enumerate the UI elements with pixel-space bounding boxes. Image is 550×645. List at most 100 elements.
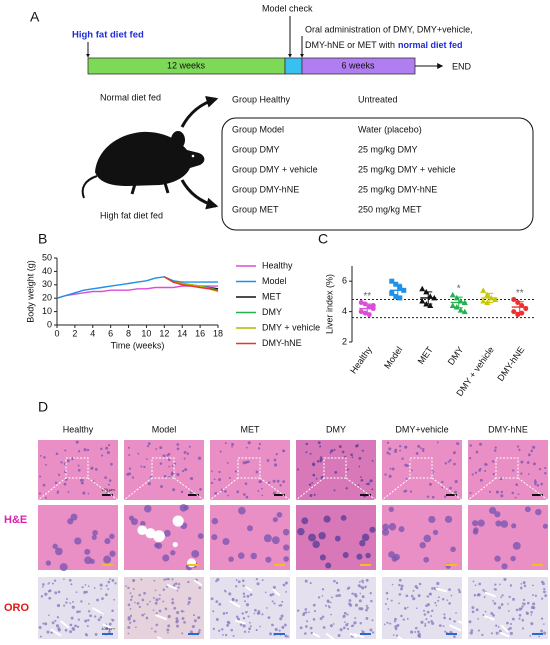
nucleus: [105, 584, 108, 587]
nucleus: [235, 585, 238, 588]
nucleus: [85, 590, 88, 594]
nucleus: [94, 632, 98, 636]
nucleus: [153, 579, 156, 582]
nucleus: [140, 578, 143, 581]
nucleus: [51, 621, 55, 625]
nucleus: [127, 446, 130, 449]
nucleus: [191, 549, 200, 558]
nucleus: [127, 632, 130, 635]
nucleus: [228, 592, 232, 596]
nucleus: [388, 551, 395, 558]
nucleus: [366, 606, 369, 610]
nucleus: [90, 466, 94, 470]
nucleus: [301, 517, 309, 525]
nucleus: [106, 450, 110, 455]
vessel: [500, 624, 510, 633]
nucleus: [431, 495, 435, 499]
nucleus: [452, 451, 456, 455]
nucleus: [441, 480, 444, 484]
nucleus: [315, 477, 318, 480]
nucleus: [381, 528, 390, 536]
nucleus: [78, 610, 81, 613]
nucleus: [75, 591, 78, 593]
nucleus: [511, 491, 514, 495]
nucleus: [387, 608, 390, 610]
nucleus: [512, 597, 515, 601]
nucleus: [214, 491, 218, 495]
zoom-box: [237, 457, 261, 479]
nucleus: [361, 586, 365, 590]
nucleus: [215, 600, 219, 603]
data-point: [480, 287, 487, 293]
nucleus: [219, 450, 222, 453]
nucleus: [492, 613, 495, 617]
y-axis-label: Body weight (g): [25, 260, 35, 323]
nucleus: [333, 448, 336, 451]
nucleus: [109, 578, 111, 580]
nucleus: [385, 591, 389, 595]
nucleus: [394, 627, 398, 631]
nucleus: [211, 517, 219, 525]
nucleus: [453, 620, 456, 623]
nucleus: [525, 611, 528, 614]
nucleus: [140, 520, 146, 527]
nucleus: [317, 441, 321, 445]
nucleus: [281, 600, 284, 603]
nucleus: [400, 584, 404, 588]
nucleus: [518, 617, 521, 620]
nucleus: [143, 591, 146, 595]
nucleus: [392, 634, 395, 636]
nucleus: [181, 632, 184, 635]
nucleus: [322, 626, 326, 629]
nucleus: [44, 496, 47, 499]
nucleus: [143, 613, 146, 615]
nucleus: [171, 601, 175, 605]
nucleus: [325, 562, 332, 569]
nucleus: [101, 597, 104, 600]
groups: Group Healthy Untreated Group Model Water (…: [232, 94, 456, 214]
timeline-end: END: [452, 61, 472, 71]
nucleus: [176, 447, 180, 451]
nucleus: [128, 467, 132, 470]
nucleus: [282, 480, 286, 483]
nucleus: [224, 633, 228, 637]
nucleus: [243, 630, 247, 633]
nucleus: [176, 589, 179, 592]
nucleus: [444, 495, 447, 498]
nucleus: [405, 446, 408, 448]
nucleus: [500, 520, 509, 528]
nucleus: [255, 470, 259, 474]
nucleus: [180, 609, 184, 613]
nucleus: [285, 591, 287, 593]
nucleus: [492, 473, 495, 476]
nucleus: [70, 583, 73, 586]
nucleus: [38, 625, 42, 629]
nucleus: [415, 452, 419, 455]
nucleus: [304, 608, 308, 611]
nucleus: [65, 601, 68, 604]
nucleus: [272, 585, 276, 589]
row-label: ORO: [4, 602, 30, 614]
data-point: [397, 284, 403, 290]
nucleus: [544, 472, 547, 475]
x-tick-label: MET: [416, 344, 435, 366]
nucleus: [418, 582, 422, 586]
vessel: [312, 632, 321, 638]
x-tick-label: 12: [159, 328, 169, 338]
nucleus: [146, 616, 148, 619]
nucleus: [510, 555, 516, 562]
vessel: [499, 631, 510, 638]
nucleus: [430, 615, 433, 617]
x-tick-label: 0: [54, 328, 59, 338]
nucleus: [333, 489, 336, 492]
nucleus: [162, 554, 170, 562]
nucleus: [493, 449, 497, 452]
legend-label: Healthy: [262, 260, 293, 270]
nucleus: [544, 466, 547, 469]
nucleus: [367, 482, 370, 486]
nucleus: [188, 445, 191, 448]
nucleus: [100, 447, 103, 451]
nucleus: [273, 458, 277, 462]
nucleus: [358, 465, 361, 468]
nucleus: [448, 617, 452, 621]
